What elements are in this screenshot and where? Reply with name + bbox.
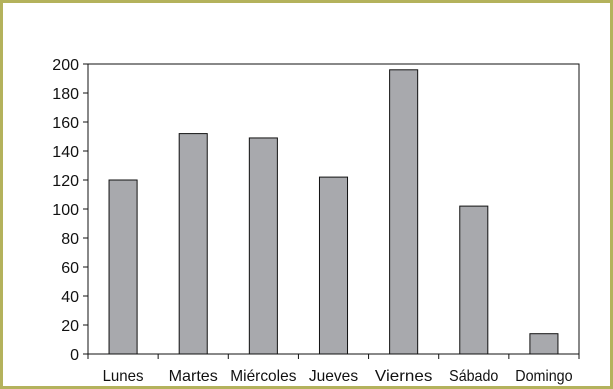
y-tick-label: 180 [52, 86, 79, 103]
y-tick-label: 20 [61, 318, 79, 335]
x-tick-label: Sábado [449, 368, 498, 385]
bar-martes [178, 133, 208, 355]
x-tick-label: Domingo [515, 368, 572, 385]
y-tick-label: 200 [52, 57, 79, 74]
y-tick-label: 160 [52, 115, 79, 132]
bar-miércoles [248, 137, 278, 355]
x-tick-label: Viernes [375, 368, 432, 385]
bar-lunes [108, 179, 138, 355]
y-tick-label: 40 [61, 289, 79, 306]
bar-sábado [459, 205, 489, 355]
y-tick-label: 60 [61, 260, 79, 277]
bar-viernes [389, 69, 419, 355]
x-tick-label: Lunes [103, 368, 144, 385]
y-tick-label: 100 [52, 202, 79, 219]
y-tick-label: 80 [61, 231, 79, 248]
bars-group [108, 69, 559, 355]
bar-domingo [529, 333, 559, 355]
x-tick-label: Miércoles [230, 368, 296, 385]
x-axis: Lunes Martes Miércoles Jueves Viernes Sábado D… [87, 354, 580, 385]
bar-jueves [318, 176, 349, 355]
x-tick-label: Martes [169, 368, 218, 385]
y-axis: 0 20 40 60 80 100 120 140 160 180 200 [52, 57, 89, 364]
y-tick-label: 120 [52, 173, 79, 190]
y-tick-label: 0 [70, 347, 79, 364]
y-tick-label: 140 [52, 144, 79, 161]
x-tick-label: Jueves [309, 368, 358, 385]
